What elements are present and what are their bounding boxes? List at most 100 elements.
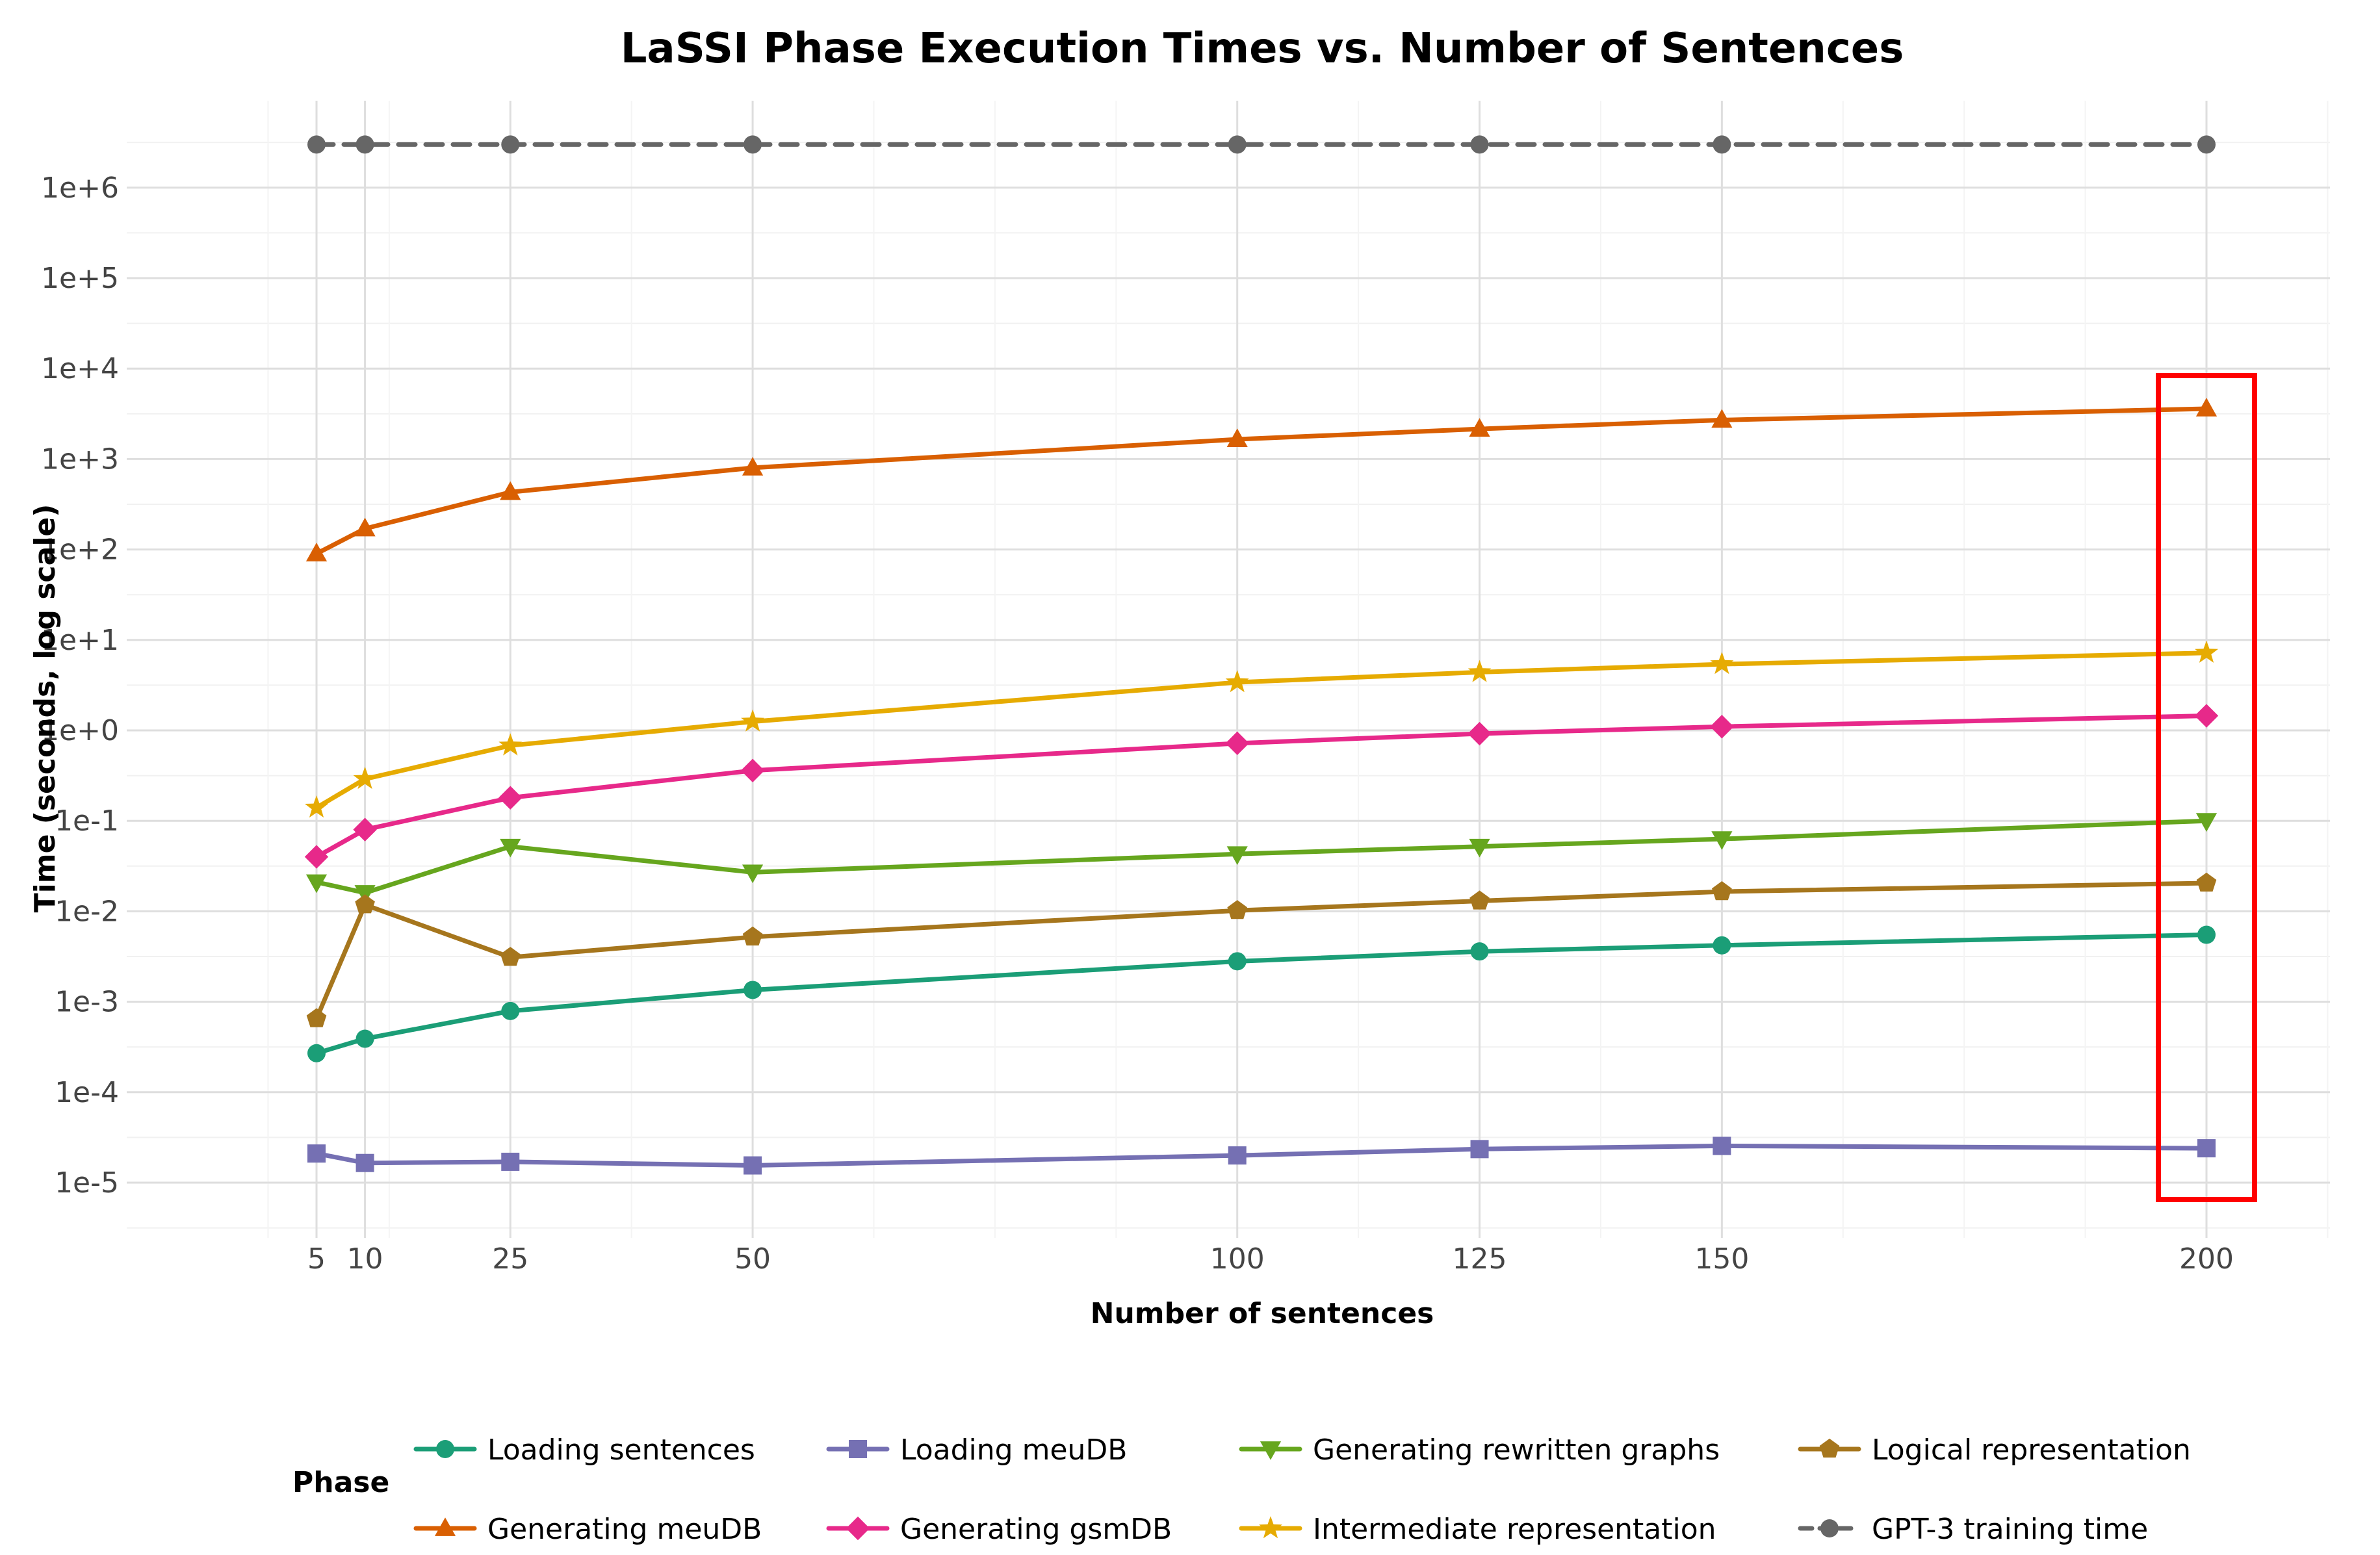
legend-item: GPT-3 training time bbox=[1798, 1513, 2148, 1546]
data-point bbox=[1227, 900, 1247, 919]
data-point bbox=[1711, 831, 1733, 850]
series-line bbox=[314, 406, 2209, 556]
data-point bbox=[742, 926, 763, 945]
data-point bbox=[2197, 1139, 2216, 1158]
data-point bbox=[304, 845, 329, 869]
data-point bbox=[2197, 135, 2216, 154]
legend-title: Phase bbox=[292, 1466, 389, 1499]
data-point bbox=[307, 1044, 326, 1062]
legend-key-marker bbox=[434, 1517, 456, 1536]
data-point bbox=[744, 981, 762, 999]
legend-label: GPT-3 training time bbox=[1872, 1513, 2148, 1546]
series-line bbox=[314, 932, 2209, 1056]
series-line bbox=[314, 818, 2209, 895]
data-point bbox=[2197, 925, 2216, 944]
data-point bbox=[741, 709, 765, 732]
legend-label: Generating meuDB bbox=[487, 1513, 762, 1546]
legend-item: Loading sentences bbox=[413, 1433, 755, 1467]
y-tick-label: 1e+4 bbox=[41, 352, 119, 385]
data-point bbox=[1711, 409, 1733, 428]
data-point bbox=[1470, 135, 1489, 154]
series-gpt-3-training-time bbox=[307, 135, 2216, 154]
data-point bbox=[744, 1156, 762, 1175]
data-point bbox=[1226, 428, 1248, 448]
x-tick-label: 125 bbox=[1453, 1242, 1507, 1276]
series-line bbox=[314, 880, 2209, 1022]
series-intermediate-representation bbox=[305, 640, 2218, 818]
data-point bbox=[742, 457, 764, 476]
data-point bbox=[354, 517, 376, 537]
data-point bbox=[498, 786, 523, 810]
x-tick-label: 100 bbox=[1210, 1242, 1265, 1276]
data-point bbox=[355, 894, 375, 914]
data-point bbox=[1713, 135, 1731, 154]
data-point bbox=[1226, 846, 1248, 866]
data-point bbox=[1469, 838, 1490, 858]
data-point bbox=[305, 795, 328, 818]
x-tick-label: 25 bbox=[492, 1242, 528, 1276]
legend-key-marker bbox=[1819, 1438, 1840, 1458]
y-tick-label: 1e+5 bbox=[41, 262, 119, 295]
series-line bbox=[314, 713, 2209, 860]
legend-key-marker bbox=[436, 1440, 454, 1458]
y-axis-title: Time (seconds, log scale) bbox=[29, 504, 62, 913]
data-point bbox=[498, 733, 523, 756]
series-logical-representation bbox=[306, 872, 2217, 1027]
data-point bbox=[500, 838, 521, 858]
x-axis-title: Number of sentences bbox=[1091, 1297, 1434, 1330]
data-point bbox=[2195, 640, 2218, 663]
y-tick-label: 1e+6 bbox=[41, 172, 119, 205]
data-point bbox=[305, 543, 328, 561]
legend-item: Generating gsmDB bbox=[826, 1513, 1172, 1546]
series-loading-sentences bbox=[307, 925, 2216, 1062]
data-point bbox=[1712, 881, 1732, 901]
legend-key-marker bbox=[1260, 1441, 1282, 1460]
legend-item: Logical representation bbox=[1798, 1433, 2191, 1467]
y-tick-label: 1e+3 bbox=[41, 443, 119, 476]
y-tick-label: 1e-3 bbox=[55, 986, 119, 1019]
series-generating-meudb bbox=[305, 398, 2218, 561]
y-tick-label: 1e-2 bbox=[55, 895, 119, 928]
data-point bbox=[501, 135, 520, 154]
data-point bbox=[356, 1029, 374, 1048]
data-point bbox=[501, 1152, 520, 1171]
data-point bbox=[353, 817, 377, 842]
chart-title: LaSSI Phase Execution Times vs. Number o… bbox=[621, 25, 1904, 73]
data-point bbox=[307, 1144, 326, 1163]
data-point bbox=[307, 135, 326, 154]
data-point bbox=[2196, 872, 2217, 892]
legend-key-marker bbox=[1820, 1519, 1839, 1537]
data-point bbox=[1710, 652, 1734, 675]
legend-item: Intermediate representation bbox=[1239, 1513, 1716, 1546]
legend-item: Loading meuDB bbox=[826, 1433, 1127, 1467]
data-point bbox=[356, 135, 374, 154]
series-line bbox=[314, 1143, 2209, 1168]
legend-label: Loading sentences bbox=[487, 1433, 755, 1467]
y-tick-label: 1e+2 bbox=[41, 533, 119, 567]
y-tick-label: 1e-4 bbox=[55, 1076, 119, 1109]
series-line bbox=[314, 650, 2209, 810]
data-point bbox=[1468, 721, 1492, 746]
legend-key-marker bbox=[1259, 1516, 1282, 1539]
data-point bbox=[305, 874, 328, 893]
data-point bbox=[306, 1008, 327, 1027]
data-point bbox=[500, 481, 521, 500]
data-point bbox=[1713, 936, 1731, 955]
data-point bbox=[1228, 952, 1247, 971]
series-loading-meudb bbox=[307, 1137, 2216, 1175]
x-tick-label: 10 bbox=[347, 1242, 383, 1276]
legend-label: Loading meuDB bbox=[900, 1433, 1127, 1467]
data-point bbox=[2195, 398, 2218, 417]
data-point bbox=[740, 758, 765, 782]
x-tick-label: 150 bbox=[1694, 1242, 1749, 1276]
data-point bbox=[2195, 813, 2218, 832]
data-point bbox=[1225, 731, 1249, 756]
data-point bbox=[1469, 418, 1490, 437]
data-point bbox=[353, 766, 377, 790]
legend-label: Generating gsmDB bbox=[900, 1513, 1172, 1546]
legend-label: Logical representation bbox=[1872, 1433, 2191, 1467]
data-point bbox=[744, 135, 762, 154]
data-point bbox=[742, 864, 764, 884]
